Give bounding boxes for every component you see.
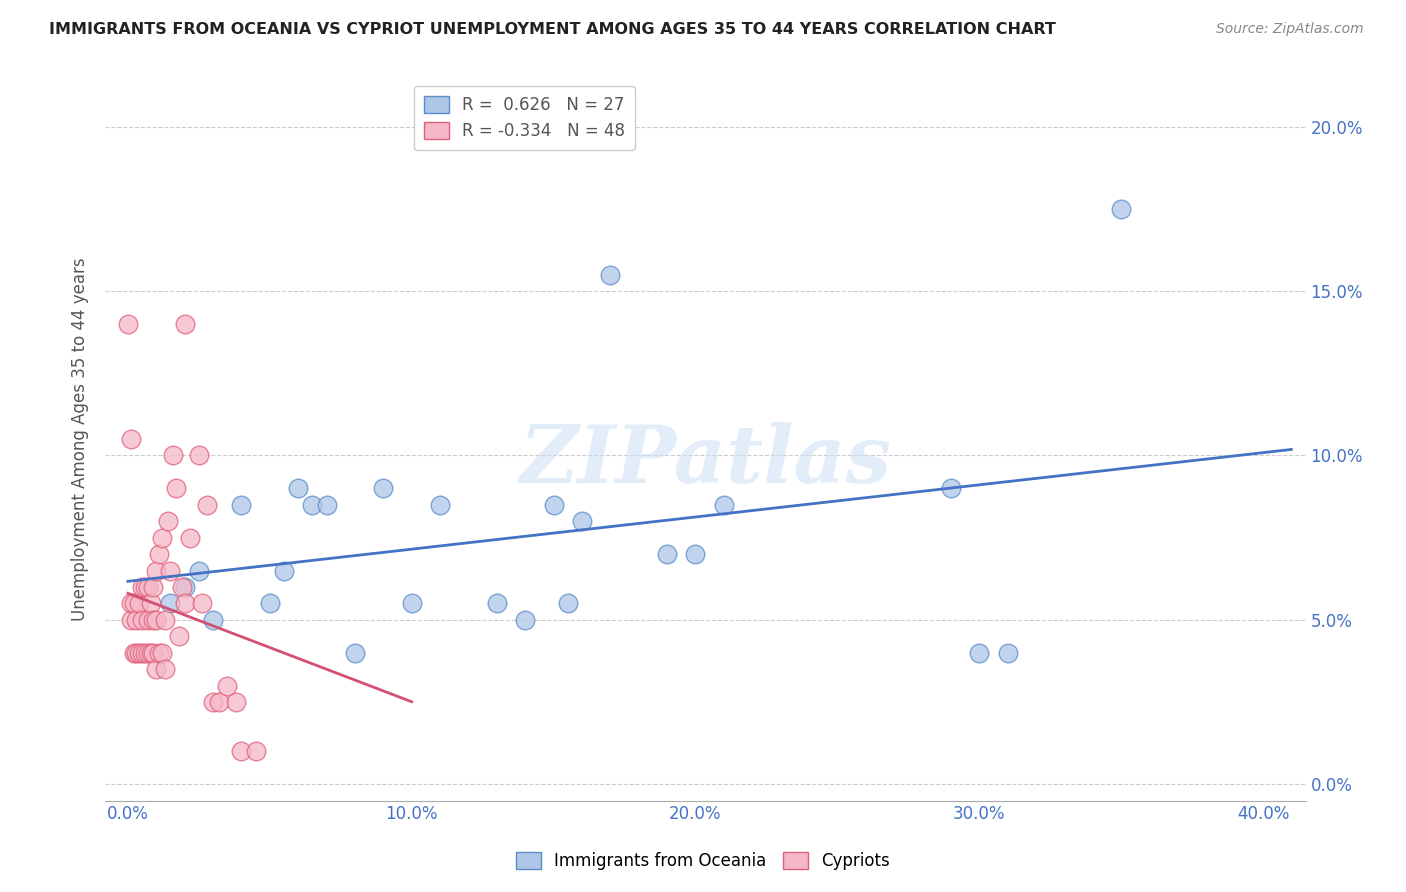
- Point: [543, 498, 565, 512]
- Legend: Immigrants from Oceania, Cypriots: Immigrants from Oceania, Cypriots: [509, 845, 897, 877]
- Point: [1109, 202, 1132, 216]
- Point: [173, 317, 195, 331]
- Y-axis label: Unemployment Among Ages 35 to 44 years: Unemployment Among Ages 35 to 44 years: [72, 257, 89, 621]
- Point: [131, 613, 153, 627]
- Point: [187, 449, 209, 463]
- Point: [231, 744, 253, 758]
- Point: [134, 580, 156, 594]
- Point: [217, 679, 239, 693]
- Point: [599, 268, 621, 282]
- Point: [125, 613, 148, 627]
- Point: [173, 580, 195, 594]
- Text: Source: ZipAtlas.com: Source: ZipAtlas.com: [1216, 22, 1364, 37]
- Point: [190, 596, 212, 610]
- Point: [202, 613, 225, 627]
- Point: [515, 613, 537, 627]
- Point: [136, 580, 159, 594]
- Point: [159, 564, 181, 578]
- Point: [557, 596, 579, 610]
- Point: [343, 646, 366, 660]
- Point: [125, 646, 148, 660]
- Point: [173, 596, 195, 610]
- Point: [571, 514, 593, 528]
- Point: [245, 744, 267, 758]
- Text: ZIPatlas: ZIPatlas: [519, 422, 891, 500]
- Point: [315, 498, 337, 512]
- Point: [939, 481, 962, 495]
- Point: [655, 547, 678, 561]
- Point: [967, 646, 990, 660]
- Point: [120, 596, 142, 610]
- Point: [131, 646, 153, 660]
- Point: [195, 498, 218, 512]
- Point: [148, 547, 170, 561]
- Point: [145, 564, 167, 578]
- Point: [136, 613, 159, 627]
- Point: [122, 596, 145, 610]
- Point: [128, 596, 150, 610]
- Point: [170, 580, 193, 594]
- Point: [202, 695, 225, 709]
- Point: [120, 432, 142, 446]
- Point: [134, 646, 156, 660]
- Text: IMMIGRANTS FROM OCEANIA VS CYPRIOT UNEMPLOYMENT AMONG AGES 35 TO 44 YEARS CORREL: IMMIGRANTS FROM OCEANIA VS CYPRIOT UNEMP…: [49, 22, 1056, 37]
- Point: [120, 613, 142, 627]
- Point: [153, 613, 176, 627]
- Point: [187, 564, 209, 578]
- Point: [287, 481, 309, 495]
- Point: [139, 596, 162, 610]
- Point: [167, 629, 190, 643]
- Point: [997, 646, 1019, 660]
- Point: [148, 646, 170, 660]
- Point: [136, 646, 159, 660]
- Point: [685, 547, 707, 561]
- Point: [231, 498, 253, 512]
- Point: [150, 646, 173, 660]
- Point: [142, 646, 165, 660]
- Point: [145, 613, 167, 627]
- Point: [401, 596, 423, 610]
- Point: [159, 596, 181, 610]
- Point: [117, 317, 139, 331]
- Point: [150, 531, 173, 545]
- Point: [179, 531, 201, 545]
- Point: [145, 662, 167, 676]
- Point: [131, 580, 153, 594]
- Point: [122, 646, 145, 660]
- Point: [273, 564, 295, 578]
- Point: [156, 514, 179, 528]
- Point: [162, 449, 184, 463]
- Point: [165, 481, 187, 495]
- Point: [208, 695, 231, 709]
- Point: [373, 481, 395, 495]
- Point: [429, 498, 451, 512]
- Point: [142, 613, 165, 627]
- Point: [301, 498, 323, 512]
- Point: [139, 646, 162, 660]
- Point: [485, 596, 508, 610]
- Legend: R =  0.626   N = 27, R = -0.334   N = 48: R = 0.626 N = 27, R = -0.334 N = 48: [413, 86, 636, 151]
- Point: [128, 646, 150, 660]
- Point: [225, 695, 247, 709]
- Point: [259, 596, 281, 610]
- Point: [713, 498, 735, 512]
- Point: [142, 580, 165, 594]
- Point: [153, 662, 176, 676]
